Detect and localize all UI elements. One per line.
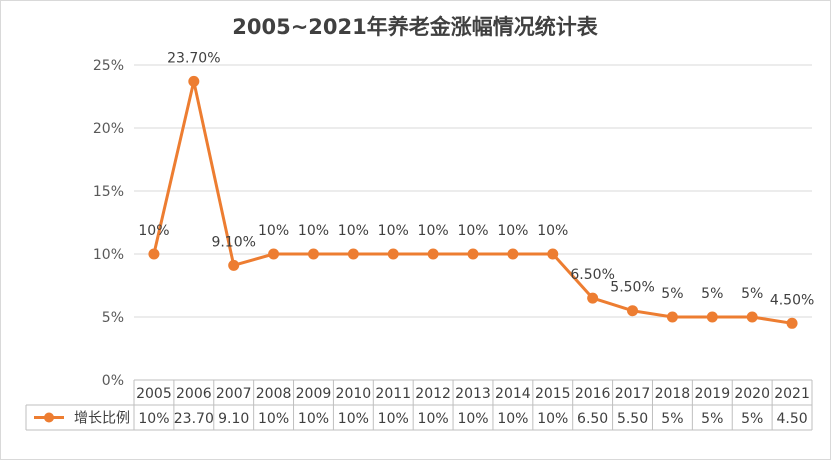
data-point [706, 311, 718, 323]
data-point [666, 311, 678, 323]
data-point [347, 248, 359, 260]
data-label: 9.10% [211, 234, 255, 250]
data-point [228, 259, 240, 271]
table-value-cell: 4.50 [776, 411, 807, 427]
data-point [188, 75, 200, 87]
data-label: 10% [338, 223, 369, 239]
data-point [587, 292, 599, 304]
data-label: 6.50% [570, 267, 614, 283]
table-value-cell: 10% [378, 411, 409, 427]
table-value-cell: 6.50 [577, 411, 608, 427]
data-label: 10% [138, 223, 169, 239]
x-category-label: 2020 [734, 386, 770, 402]
series-line [148, 75, 798, 329]
data-point [307, 248, 319, 260]
legend-marker-icon [44, 412, 54, 423]
data-point [786, 317, 798, 329]
x-category-label: 2008 [256, 386, 292, 402]
data-label: 5% [661, 286, 683, 302]
y-tick-label: 0% [102, 373, 124, 389]
x-category-label: 2009 [296, 386, 332, 402]
data-label: 10% [418, 223, 449, 239]
x-category-label: 2019 [694, 386, 730, 402]
table-value-cell: 10% [537, 411, 568, 427]
data-label: 10% [378, 223, 409, 239]
data-point [268, 248, 280, 260]
data-point [427, 248, 439, 260]
x-category-label: 2015 [535, 386, 571, 402]
x-category-label: 2012 [415, 386, 451, 402]
data-label: 10% [258, 223, 289, 239]
data-label: 4.50% [770, 292, 814, 308]
x-category-label: 2014 [495, 386, 531, 402]
y-tick-label: 20% [93, 121, 124, 137]
x-category-label: 2013 [455, 386, 491, 402]
chart-title: 2005~2021年养老金涨幅情况统计表 [232, 15, 598, 39]
y-tick-label: 15% [93, 184, 124, 200]
data-label: 5% [701, 286, 723, 302]
x-category-label: 2011 [375, 386, 411, 402]
table-value-cell: 10% [457, 411, 488, 427]
data-point [627, 305, 639, 317]
x-category-label: 2006 [176, 386, 212, 402]
x-category-label: 2018 [655, 386, 691, 402]
data-label: 23.70% [167, 50, 220, 66]
data-point [467, 248, 479, 260]
y-tick-label: 25% [93, 58, 124, 74]
table-value-cell: 10% [258, 411, 289, 427]
x-category-label: 2017 [615, 386, 651, 402]
table-value-cell: 10% [298, 411, 329, 427]
data-point [746, 311, 758, 323]
table-value-cell: 5.50 [617, 411, 648, 427]
x-category-label: 2010 [336, 386, 372, 402]
y-tick-label: 5% [102, 310, 124, 326]
series-line-path [152, 79, 793, 325]
data-point [547, 248, 559, 260]
table-value-cell: 9.10 [218, 411, 249, 427]
data-labels: 10%23.70%9.10%10% 10% 10% 10% 10% 10% 10% 10%6.… [138, 50, 814, 308]
data-label: 10% [298, 223, 329, 239]
x-category-label: 2007 [216, 386, 252, 402]
data-point [148, 248, 160, 260]
data-label: 5.50% [610, 280, 654, 296]
data-label: 10% [537, 223, 568, 239]
data-label: 10% [457, 223, 488, 239]
x-category-label: 2021 [774, 386, 810, 402]
data-label: 5% [741, 286, 763, 302]
table-value-cell: 10% [138, 411, 169, 427]
table-value-cell: 5% [701, 411, 723, 427]
table-value-cell: 5% [661, 411, 683, 427]
table-value-cell: 23.70 [174, 411, 214, 427]
legend-label: 增长比例 [74, 411, 130, 427]
table-value-cell: 5% [741, 411, 763, 427]
y-tick-label: 10% [93, 247, 124, 263]
data-point [507, 248, 519, 260]
x-category-label: 2005 [136, 386, 172, 402]
data-point [387, 248, 399, 260]
table-value-cell: 10% [497, 411, 528, 427]
data-label: 10% [497, 223, 528, 239]
table-value-cell: 10% [338, 411, 369, 427]
x-category-label: 2016 [575, 386, 611, 402]
table-value-cell: 10% [418, 411, 449, 427]
gridlines [134, 64, 812, 318]
y-axis: 0% 5% 10% 15% 20% 25% [93, 58, 124, 389]
